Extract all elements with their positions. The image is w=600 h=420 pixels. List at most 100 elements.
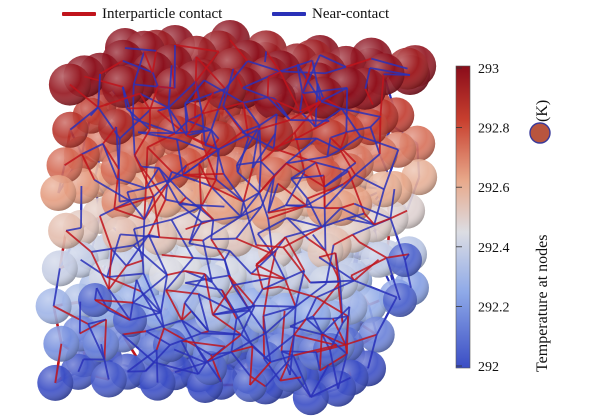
near-contact-line xyxy=(106,234,122,278)
near-contact-line xyxy=(165,257,194,291)
near-contact-line xyxy=(289,119,330,122)
interparticle-contact-line xyxy=(107,249,113,290)
interparticle-contact-line xyxy=(229,39,249,62)
near-contact-line xyxy=(193,257,225,261)
near-contact-line xyxy=(211,237,237,241)
interparticle-contact-line xyxy=(358,241,388,259)
near-contact-line xyxy=(77,358,85,373)
near-contact-line xyxy=(353,279,398,298)
near-contact-line xyxy=(167,65,173,108)
near-contact-line xyxy=(257,217,288,235)
interparticle-contact-line xyxy=(174,44,219,53)
near-contact-line xyxy=(326,149,341,158)
interparticle-contact-line xyxy=(186,113,203,136)
near-contact-line xyxy=(184,270,213,283)
interparticle-contact-line xyxy=(279,285,317,299)
interparticle-contact-line xyxy=(181,310,193,321)
near-contact-line xyxy=(235,164,239,173)
near-contact-line xyxy=(209,185,242,218)
near-contact-line xyxy=(218,128,258,151)
colorbar-tick-label: 292.4 xyxy=(478,241,510,256)
near-contact-line xyxy=(184,273,206,304)
interparticle-contact-line xyxy=(165,289,199,295)
near-contact-line xyxy=(102,143,118,180)
near-contact-line xyxy=(155,349,159,383)
near-contact-line xyxy=(314,107,343,128)
interparticle-contact-line xyxy=(242,167,254,202)
near-contact-line xyxy=(354,153,381,176)
near-contact-line xyxy=(240,205,262,218)
interparticle-contact-line xyxy=(268,250,277,279)
interparticle-contact-line xyxy=(146,146,173,173)
interparticle-contact-line xyxy=(353,259,380,282)
near-contact-line xyxy=(69,106,99,131)
near-contact-line xyxy=(145,167,160,189)
colorbar-title: Temperature at nodes xyxy=(534,235,551,372)
interparticle-contact-line xyxy=(345,57,372,68)
near-contact-line xyxy=(320,100,343,110)
near-contact-line xyxy=(320,87,348,103)
interparticle-contact-line xyxy=(194,56,198,82)
near-contact-line xyxy=(222,68,235,107)
near-contact-line xyxy=(132,51,146,85)
near-contact-line xyxy=(229,250,252,275)
interparticle-contact-line xyxy=(307,238,326,252)
interparticle-contact-line xyxy=(133,128,151,156)
colorbar-title-text: Temperature at nodes xyxy=(534,235,551,372)
interparticle-contact-line xyxy=(94,299,134,304)
near-contact-line xyxy=(185,274,229,284)
near-contact-line xyxy=(224,60,249,90)
near-contact-line xyxy=(240,305,256,335)
near-contact-label: Near-contact xyxy=(312,5,390,22)
interparticle-contact-line xyxy=(114,208,145,221)
interparticle-contact-line xyxy=(200,179,217,208)
near-contact-line xyxy=(144,344,171,372)
near-contact-line xyxy=(301,54,321,94)
interparticle-contact-line xyxy=(279,363,289,381)
near-contact-line xyxy=(236,129,259,166)
near-contact-line xyxy=(124,47,157,52)
near-contact-line xyxy=(272,133,277,149)
near-contact-line xyxy=(171,206,202,221)
interparticle-contact-line xyxy=(163,327,197,348)
near-contact-line xyxy=(208,330,242,336)
interparticle-contact-line xyxy=(108,265,128,290)
near-contact-line xyxy=(232,277,270,287)
near-contact-line xyxy=(248,309,267,334)
near-contact-line xyxy=(296,64,304,94)
particle-sphere xyxy=(37,364,74,401)
near-contact-line xyxy=(239,192,261,218)
near-contact-line xyxy=(389,188,396,219)
colorbar-tick-label: 293 xyxy=(478,62,499,77)
near-contact-line xyxy=(157,106,169,112)
interparticle-contact-line xyxy=(293,334,337,347)
near-contact-line xyxy=(132,117,176,135)
near-contact-line xyxy=(310,376,351,398)
interparticle-contact-line xyxy=(364,88,374,105)
interparticle-contact-line-swatch xyxy=(62,12,96,16)
near-contact-line xyxy=(316,137,341,151)
near-contact-line xyxy=(324,161,357,188)
near-contact-line xyxy=(286,155,328,165)
interparticle-contact-line xyxy=(186,134,206,146)
interparticle-contact-line xyxy=(65,230,92,253)
near-contact-line xyxy=(110,248,128,267)
near-contact-line xyxy=(375,296,398,336)
near-contact-line xyxy=(258,113,278,127)
near-contact-line xyxy=(321,217,347,228)
near-contact-line xyxy=(290,174,325,180)
near-contact-line xyxy=(270,354,294,363)
near-contact-line xyxy=(264,333,272,363)
near-contact-line xyxy=(339,135,361,151)
near-contact-line xyxy=(230,332,267,353)
interparticle-contact-line xyxy=(315,162,326,188)
interparticle-contact-line xyxy=(102,126,117,145)
near-contact-line xyxy=(299,110,317,128)
near-contact-line xyxy=(126,349,158,373)
interparticle-contact-line xyxy=(315,343,346,353)
near-contact-line xyxy=(232,284,251,311)
interparticle-contact-line xyxy=(161,253,194,259)
interparticle-contact-line xyxy=(235,237,273,255)
near-contact-line xyxy=(329,349,339,389)
interparticle-contact-line xyxy=(318,252,336,259)
